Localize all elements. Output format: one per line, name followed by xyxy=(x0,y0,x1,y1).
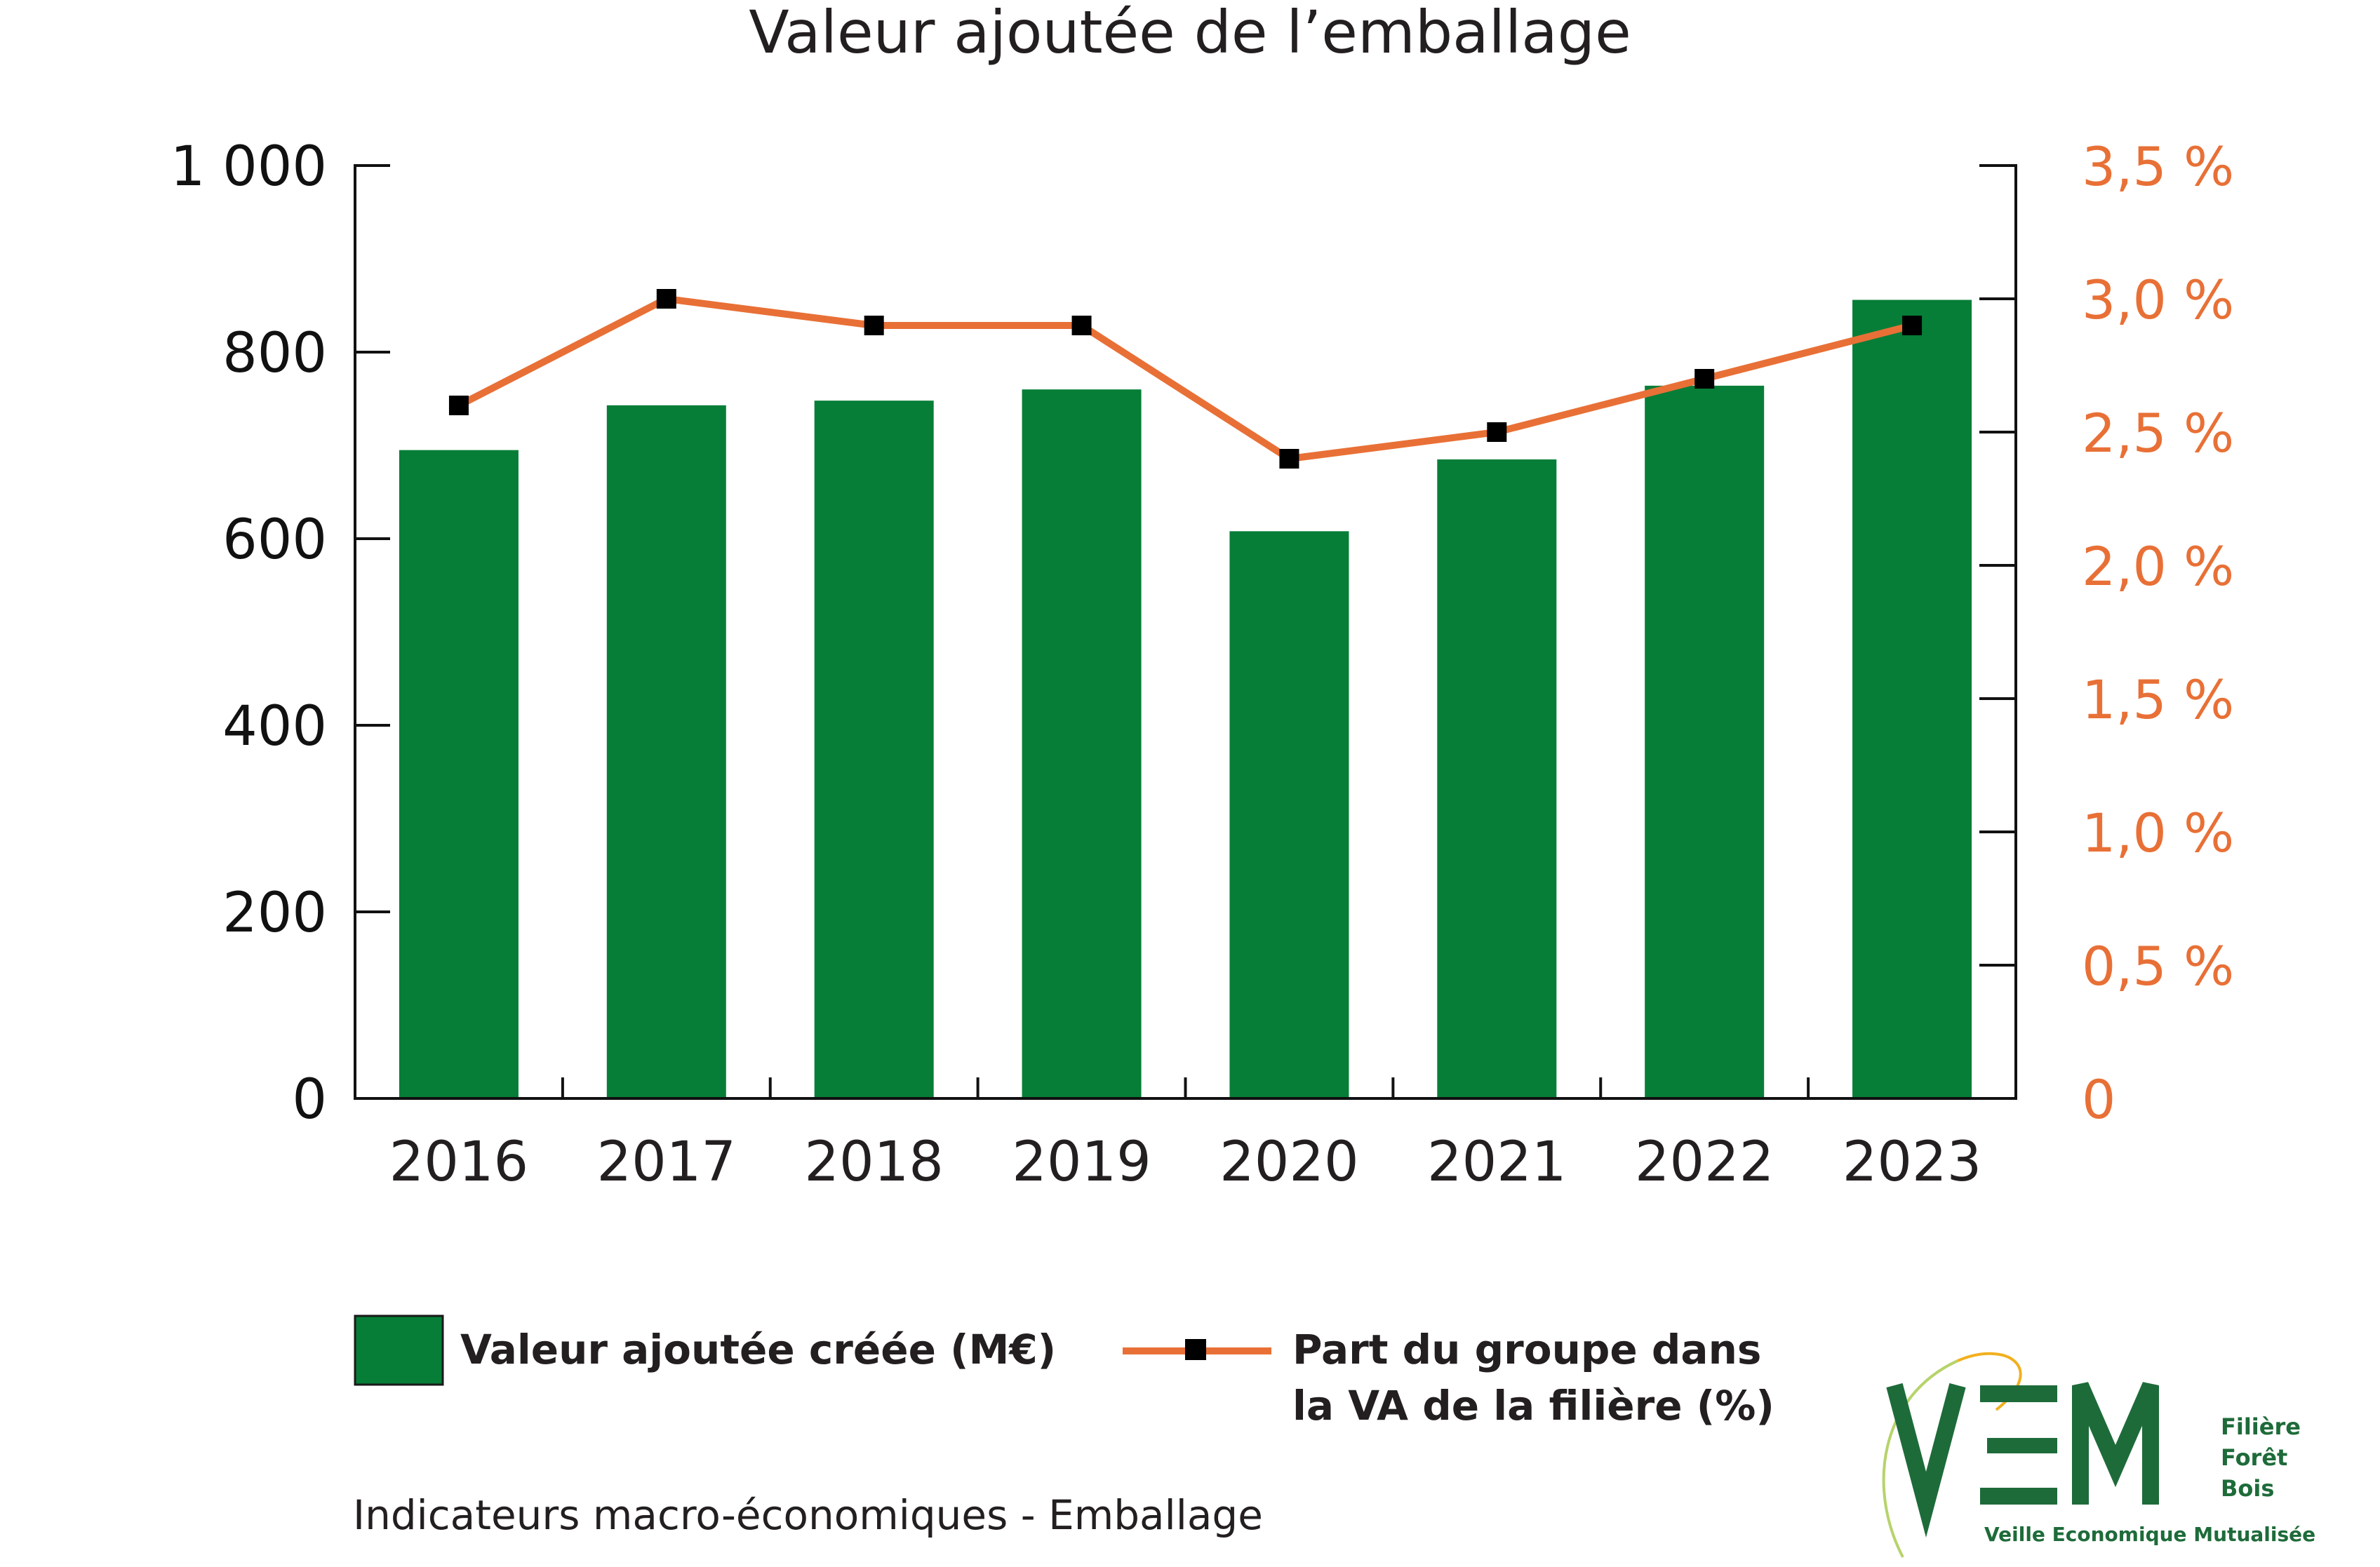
line-marker-2019 xyxy=(1071,316,1092,335)
line-marker-2022 xyxy=(1694,369,1715,389)
x-tick-label-2019: 2019 xyxy=(1012,1131,1151,1194)
logo-text-bois: Bois xyxy=(2221,1475,2274,1502)
x-tick-label-2017: 2017 xyxy=(597,1131,737,1194)
x-tick-label-2020: 2020 xyxy=(1219,1131,1359,1194)
logo-text-foret: Forêt xyxy=(2221,1444,2287,1471)
line-series xyxy=(448,289,1923,469)
line-marker-2023 xyxy=(1902,316,1923,335)
x-tick-label-2023: 2023 xyxy=(1843,1131,1982,1194)
x-tick-label-2018: 2018 xyxy=(804,1131,944,1194)
legend-line-label-1: Part du groupe dans xyxy=(1292,1326,1761,1373)
legend-line-label-2: la VA de la filière (%) xyxy=(1292,1382,1774,1430)
left-tick-label: 200 xyxy=(222,882,327,945)
left-tick-label: 600 xyxy=(222,509,327,572)
line-marker-2018 xyxy=(864,316,884,335)
x-tick-label-2022: 2022 xyxy=(1635,1131,1774,1194)
logo-swoosh-green xyxy=(1882,1359,1958,1558)
logo-text-filiere: Filière xyxy=(2221,1413,2301,1440)
logo-tagline: Veille Economique Mutualisée xyxy=(1984,1523,2315,1546)
bar-2022 xyxy=(1645,385,1765,1098)
legend-line-marker xyxy=(1185,1339,1206,1360)
bar-2018 xyxy=(814,401,934,1098)
right-tick-label: 3,5 % xyxy=(2082,135,2234,198)
footer-caption: Indicateurs macro-économiques - Emballag… xyxy=(353,1491,1263,1539)
line-marker-2020 xyxy=(1279,449,1299,469)
x-axis-ticks: 2016 2017 2018 2019 2020 2021 2022 2023 xyxy=(389,1077,1982,1194)
bar-2016 xyxy=(399,450,519,1098)
bar-2021 xyxy=(1437,459,1557,1098)
share-line xyxy=(457,295,1913,462)
bar-2017 xyxy=(606,405,726,1098)
x-tick-label-2016: 2016 xyxy=(389,1131,529,1194)
legend: Valeur ajoutée créée (M€) Part du groupe… xyxy=(354,1314,1774,1430)
chart-title: Valeur ajoutée de l’emballage xyxy=(749,0,1631,67)
logo-letter-m xyxy=(2072,1382,2159,1505)
x-tick-label-2021: 2021 xyxy=(1427,1131,1567,1194)
left-tick-label: 0 xyxy=(292,1068,327,1131)
left-tick-label: 1 000 xyxy=(171,135,327,199)
axes xyxy=(354,166,2017,1100)
right-tick-label: 2,5 % xyxy=(2082,402,2234,464)
left-tick-label: 400 xyxy=(222,695,327,758)
legend-bar-label: Valeur ajoutée créée (M€) xyxy=(460,1326,1056,1373)
right-axis-ticks: 0 0,5 % 1,0 % 1,5 % 2,0 % 2,5 % 3,0 % 3,5 % xyxy=(1979,135,2234,1131)
logo-letter-v xyxy=(1886,1383,1966,1538)
line-marker-2021 xyxy=(1487,422,1507,442)
bar-2023 xyxy=(1852,300,1972,1098)
logo-letter-e xyxy=(1980,1385,2057,1505)
right-tick-label: 1,5 % xyxy=(2082,668,2234,731)
legend-bar-swatch xyxy=(354,1314,444,1386)
bar-2019 xyxy=(1022,389,1142,1098)
line-marker-2016 xyxy=(448,396,469,415)
bar-2020 xyxy=(1229,531,1349,1098)
right-tick-label: 1,0 % xyxy=(2082,802,2234,864)
left-axis-ticks: 0 200 400 600 800 1 000 xyxy=(171,135,390,1131)
line-marker-2017 xyxy=(656,289,676,309)
right-tick-label: 2,0 % xyxy=(2082,535,2234,598)
bar-series xyxy=(399,300,1972,1098)
right-tick-label: 0 xyxy=(2082,1068,2115,1131)
vem-logo: Filière Forêt Bois Veille Economique Mut… xyxy=(1882,1352,2315,1558)
right-tick-label: 3,0 % xyxy=(2082,269,2234,331)
left-tick-label: 800 xyxy=(222,322,327,385)
right-tick-label: 0,5 % xyxy=(2082,935,2234,997)
